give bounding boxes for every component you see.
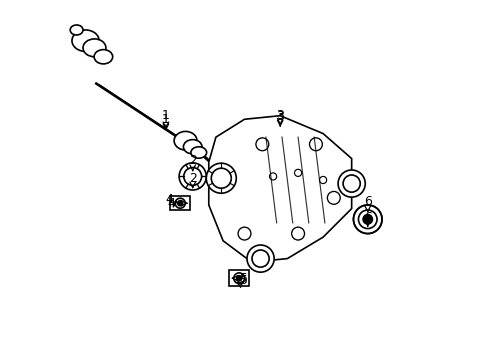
- Circle shape: [337, 170, 365, 197]
- Ellipse shape: [72, 30, 99, 51]
- Circle shape: [236, 276, 241, 281]
- Circle shape: [343, 175, 360, 192]
- Circle shape: [246, 245, 274, 272]
- Text: 1: 1: [162, 113, 169, 126]
- Text: 2: 2: [188, 154, 196, 167]
- Circle shape: [353, 205, 381, 234]
- Circle shape: [179, 163, 206, 190]
- Bar: [170, 196, 190, 210]
- Ellipse shape: [174, 131, 197, 150]
- Circle shape: [363, 215, 372, 224]
- Ellipse shape: [70, 25, 83, 35]
- Polygon shape: [208, 116, 351, 262]
- Text: 3: 3: [276, 110, 284, 123]
- Ellipse shape: [83, 39, 106, 57]
- Ellipse shape: [190, 147, 206, 158]
- Text: 4: 4: [165, 193, 173, 206]
- Circle shape: [251, 250, 268, 267]
- Text: 5: 5: [240, 272, 248, 285]
- Circle shape: [206, 163, 236, 193]
- Text: 5: 5: [240, 274, 248, 287]
- Bar: [229, 270, 248, 286]
- Circle shape: [211, 168, 231, 188]
- Ellipse shape: [183, 140, 202, 154]
- Text: 3: 3: [276, 109, 284, 122]
- Text: 4: 4: [167, 197, 175, 210]
- Ellipse shape: [94, 50, 112, 64]
- Text: 6: 6: [363, 211, 371, 224]
- Text: 1: 1: [162, 109, 169, 122]
- Text: 2: 2: [188, 172, 196, 185]
- Circle shape: [177, 201, 183, 206]
- Circle shape: [358, 210, 376, 229]
- Text: 6: 6: [363, 195, 371, 208]
